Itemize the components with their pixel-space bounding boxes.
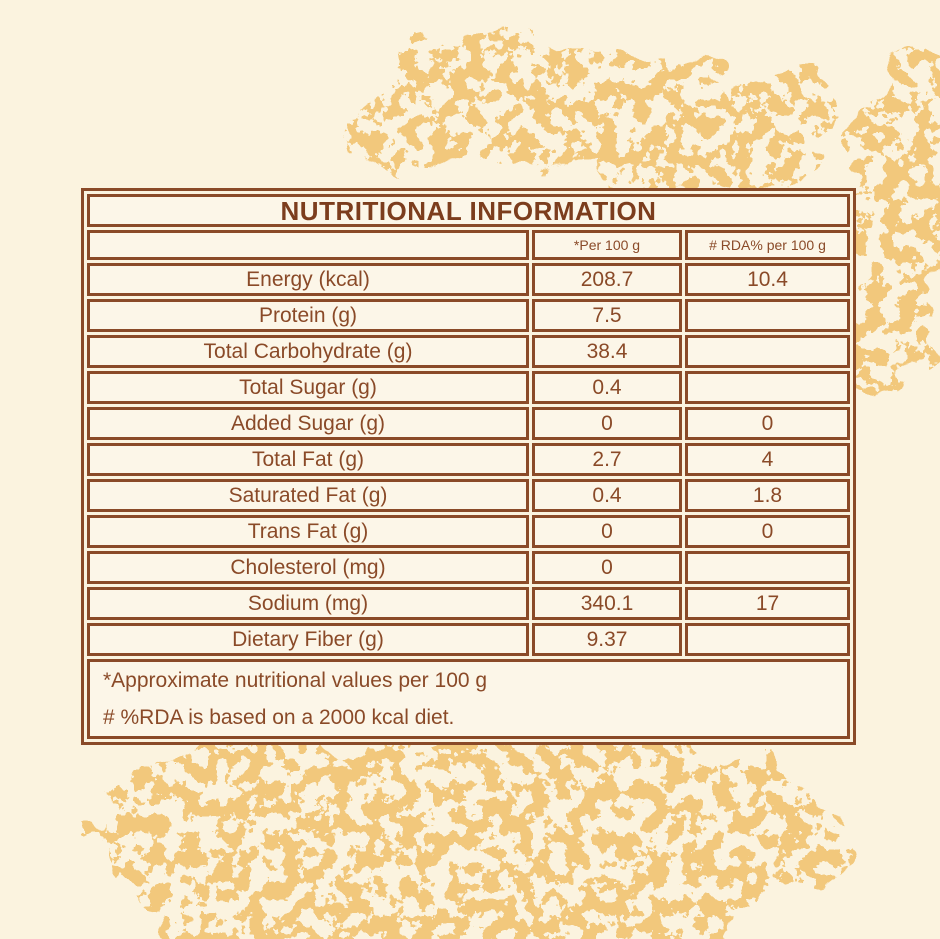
table-row: Saturated Fat (g) 0.4 1.8	[87, 479, 850, 512]
row-label: Cholesterol (mg)	[87, 551, 529, 584]
row-per100-value: 9.37	[532, 623, 682, 656]
row-rda-value: 4	[685, 443, 850, 476]
row-label: Sodium (mg)	[87, 587, 529, 620]
footnotes-box: *Approximate nutritional values per 100 …	[87, 659, 850, 739]
table-row: Energy (kcal) 208.7 10.4	[87, 263, 850, 296]
row-per100-value: 340.1	[532, 587, 682, 620]
column-header-row: *Per 100 g # RDA% per 100 g	[87, 230, 850, 260]
row-per100-value: 0	[532, 551, 682, 584]
row-label: Saturated Fat (g)	[87, 479, 529, 512]
column-header-empty	[87, 230, 529, 260]
table-row: Total Carbohydrate (g) 38.4	[87, 335, 850, 368]
table-row: Sodium (mg) 340.1 17	[87, 587, 850, 620]
column-header-per100: *Per 100 g	[532, 230, 682, 260]
row-label: Protein (g)	[87, 299, 529, 332]
row-per100-value: 208.7	[532, 263, 682, 296]
nutrition-table: NUTRITIONAL INFORMATION *Per 100 g # RDA…	[81, 188, 856, 745]
footnote-per100: *Approximate nutritional values per 100 …	[103, 668, 488, 692]
footnote-rda: # %RDA is based on a 2000 kcal diet.	[103, 705, 455, 729]
row-rda-value: 0	[685, 515, 850, 548]
row-label: Total Sugar (g)	[87, 371, 529, 404]
table-row: Trans Fat (g) 0 0	[87, 515, 850, 548]
row-label: Dietary Fiber (g)	[87, 623, 529, 656]
row-rda-value: 0	[685, 407, 850, 440]
table-row: Added Sugar (g) 0 0	[87, 407, 850, 440]
table-row: Protein (g) 7.5	[87, 299, 850, 332]
column-header-rda: # RDA% per 100 g	[685, 230, 850, 260]
table-row: Total Sugar (g) 0.4	[87, 371, 850, 404]
row-per100-value: 0.4	[532, 479, 682, 512]
row-label: Total Carbohydrate (g)	[87, 335, 529, 368]
table-row: Dietary Fiber (g) 9.37	[87, 623, 850, 656]
row-label: Added Sugar (g)	[87, 407, 529, 440]
row-label: Energy (kcal)	[87, 263, 529, 296]
row-label: Trans Fat (g)	[87, 515, 529, 548]
table-row: Total Fat (g) 2.7 4	[87, 443, 850, 476]
row-rda-value	[685, 623, 850, 656]
row-label: Total Fat (g)	[87, 443, 529, 476]
row-rda-value: 1.8	[685, 479, 850, 512]
row-rda-value	[685, 299, 850, 332]
row-rda-value: 10.4	[685, 263, 850, 296]
row-rda-value	[685, 335, 850, 368]
row-per100-value: 0.4	[532, 371, 682, 404]
row-rda-value	[685, 551, 850, 584]
row-rda-value	[685, 371, 850, 404]
row-per100-value: 0	[532, 407, 682, 440]
row-rda-value: 17	[685, 587, 850, 620]
row-per100-value: 38.4	[532, 335, 682, 368]
table-row: Cholesterol (mg) 0	[87, 551, 850, 584]
row-per100-value: 2.7	[532, 443, 682, 476]
row-per100-value: 0	[532, 515, 682, 548]
table-title-row: NUTRITIONAL INFORMATION	[87, 194, 850, 227]
table-title: NUTRITIONAL INFORMATION	[87, 194, 850, 227]
row-per100-value: 7.5	[532, 299, 682, 332]
